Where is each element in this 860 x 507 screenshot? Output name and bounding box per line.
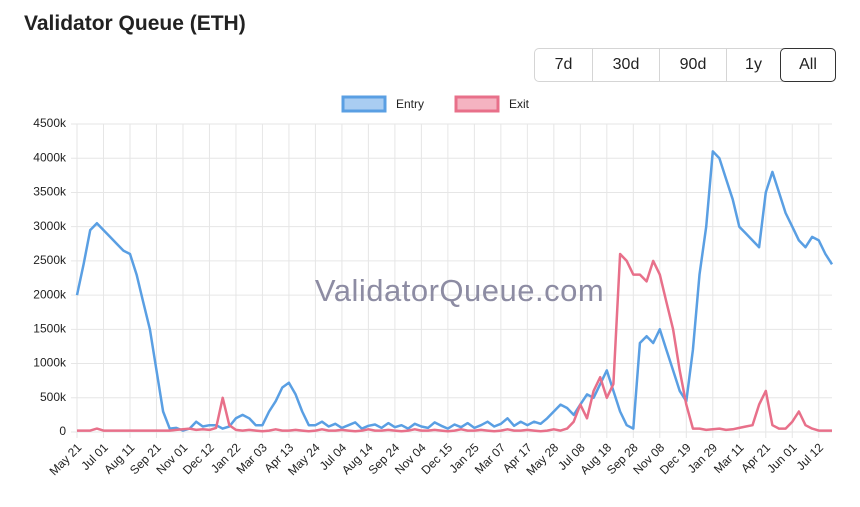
y-tick-label: 2000k — [33, 287, 67, 301]
page-title: Validator Queue (ETH) — [24, 12, 246, 35]
range-button[interactable]: All — [780, 48, 836, 82]
x-tick-label: Mar 11 — [711, 440, 747, 476]
y-tick-label: 3000k — [33, 219, 67, 233]
y-tick-label: 1500k — [33, 322, 67, 336]
series-line — [77, 252, 832, 433]
range-selector: 7d 30d 90d 1y All — [534, 48, 836, 82]
series-line — [75, 150, 834, 432]
y-tick-label: 2500k — [33, 253, 67, 267]
y-tick-label: 500k — [40, 390, 67, 404]
legend-label: Exit — [509, 97, 530, 111]
x-tick-label: May 21 — [47, 440, 85, 478]
legend-swatch — [341, 95, 387, 113]
legend-swatch — [454, 95, 500, 113]
y-tick-label: 4000k — [33, 150, 67, 164]
x-tick-label: Mar 07 — [472, 440, 509, 477]
y-tick-label: 3500k — [33, 185, 67, 199]
y-tick-label: 0 — [59, 424, 66, 438]
range-button[interactable]: 1y — [726, 49, 780, 81]
range-button[interactable]: 90d — [659, 49, 726, 81]
x-tick-label: Jul 12 — [794, 440, 827, 473]
x-tick-label: Mar 03 — [233, 440, 270, 477]
x-tick-label: Jun 01 — [764, 440, 800, 476]
watermark: ValidatorQueue.com — [315, 273, 604, 308]
legend-label: Entry — [396, 97, 424, 111]
y-tick-label: 1000k — [33, 356, 67, 370]
range-button[interactable]: 30d — [592, 49, 659, 81]
range-button[interactable]: 7d — [554, 56, 573, 73]
y-tick-label: 4500k — [33, 116, 67, 130]
